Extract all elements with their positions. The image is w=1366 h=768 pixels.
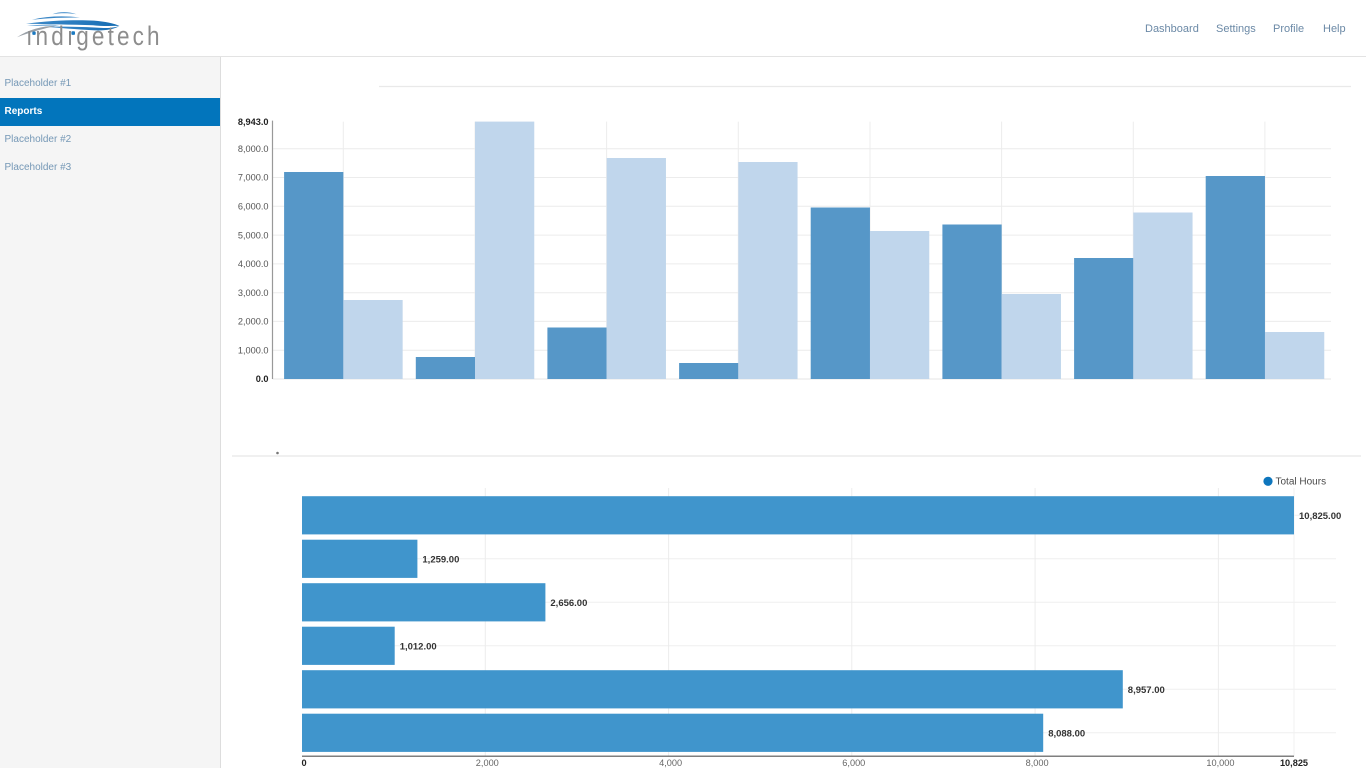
svg-text:2,000.0: 2,000.0	[238, 317, 269, 327]
svg-text:0: 0	[301, 758, 306, 768]
svg-text:8,000.0: 8,000.0	[238, 144, 269, 154]
svg-text:2,000: 2,000	[476, 758, 499, 768]
svg-text:3,000.0: 3,000.0	[238, 288, 269, 298]
svg-text:8,957.00: 8,957.00	[1128, 685, 1165, 696]
svg-text:10,000: 10,000	[1206, 758, 1234, 768]
svg-text:10,825: 10,825	[1280, 758, 1308, 768]
svg-text:1,000.0: 1,000.0	[238, 345, 269, 355]
svg-text:8,943.0: 8,943.0	[238, 117, 269, 127]
svg-text:Total Hours: Total Hours	[1276, 477, 1327, 488]
svg-text:4,000.0: 4,000.0	[238, 259, 269, 269]
svg-text:0.0: 0.0	[256, 374, 269, 384]
svg-text:6,000: 6,000	[842, 758, 865, 768]
svg-text:4,000: 4,000	[659, 758, 682, 768]
svg-text:7,000.0: 7,000.0	[238, 173, 269, 183]
svg-text:10,825.00: 10,825.00	[1299, 511, 1341, 522]
svg-text:1,259.00: 1,259.00	[422, 554, 459, 565]
svg-text:6,000.0: 6,000.0	[238, 202, 269, 212]
svg-text:8,000: 8,000	[1026, 758, 1049, 768]
svg-text:ındıgetech: ındıgetech	[26, 22, 163, 51]
svg-text:1,012.00: 1,012.00	[400, 641, 437, 652]
svg-text:2,656.00: 2,656.00	[550, 598, 587, 609]
svg-text:8,088.00: 8,088.00	[1048, 728, 1085, 739]
svg-text:5,000.0: 5,000.0	[238, 230, 269, 240]
